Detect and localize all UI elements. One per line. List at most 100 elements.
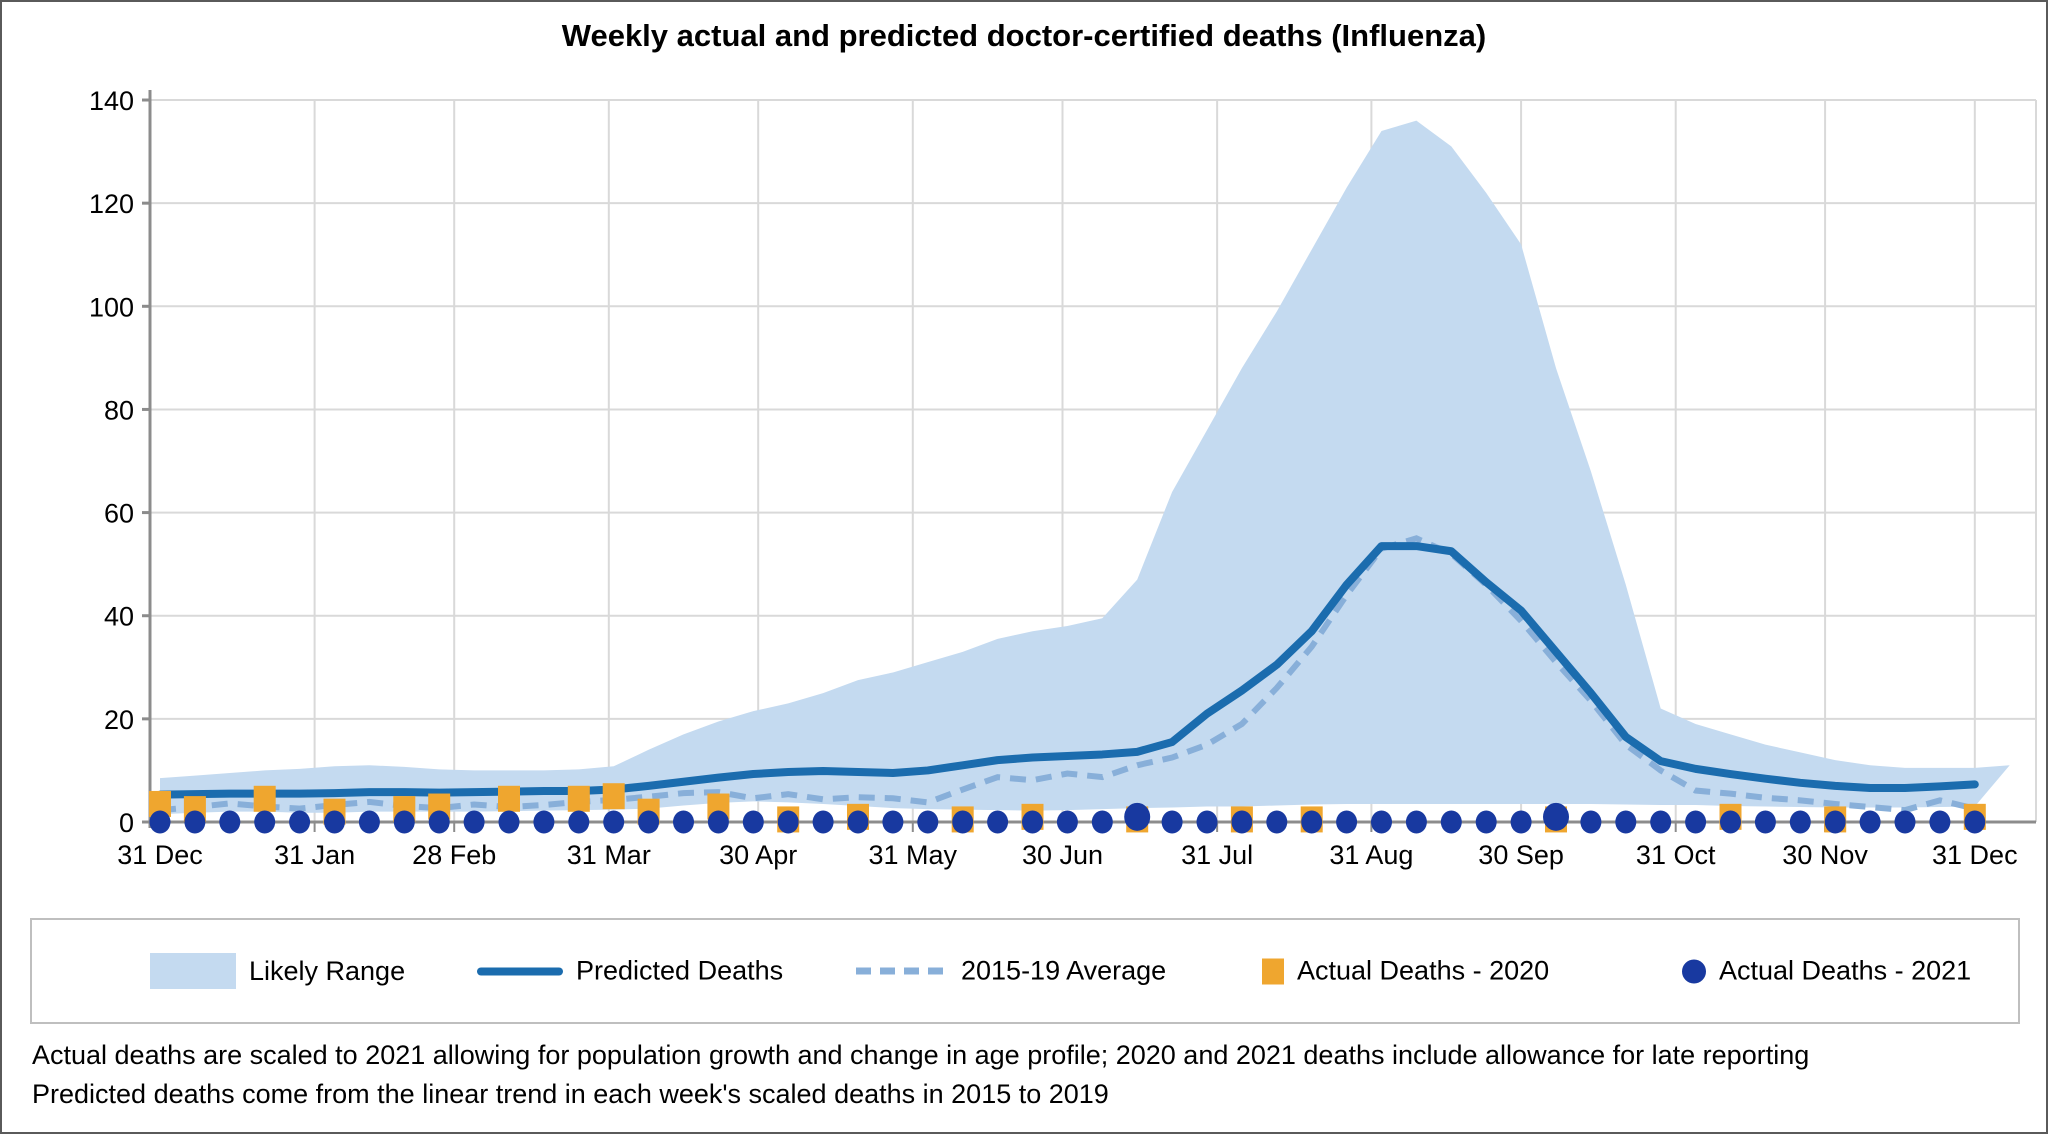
- actual-2021-point: [1231, 810, 1253, 834]
- legend-label: Actual Deaths - 2021: [1719, 955, 1972, 986]
- actual-2021-point: [1929, 810, 1951, 834]
- actual-2021-point: [1754, 810, 1776, 834]
- actual-2021-point: [987, 810, 1009, 834]
- actual-2021-point: [707, 810, 729, 834]
- actual-2021-point: [1091, 810, 1113, 834]
- actual-2020-point: [498, 785, 520, 812]
- x-tick-label: 31 Dec: [1932, 840, 2018, 870]
- actual-2021-point: [1964, 810, 1986, 834]
- y-tick-label: 60: [104, 499, 134, 529]
- actual-2021-point: [463, 810, 485, 834]
- actual-2020-square-swatch-icon: [1262, 958, 1284, 984]
- legend-label: Predicted Deaths: [576, 955, 784, 986]
- actual-2021-point: [1440, 810, 1462, 834]
- average-2015-19-line: [159, 535, 1976, 814]
- actual-2021-point: [393, 810, 415, 834]
- actual-2021-point: [1056, 810, 1078, 834]
- actual-2021-point: [1266, 810, 1288, 834]
- x-tick-label: 31 Aug: [1329, 840, 1413, 870]
- actual-2021-point: [1371, 810, 1392, 834]
- actual-2020-point: [567, 785, 590, 812]
- actual-2021-point: [568, 810, 590, 834]
- x-tick-label: 31 Mar: [567, 840, 651, 870]
- actual-2021-point: [1161, 810, 1183, 834]
- actual-2021-point: [324, 810, 345, 834]
- y-tick-label: 140: [89, 86, 134, 116]
- x-tick-label: 31 May: [869, 840, 958, 870]
- likely-range-swatch-icon: [150, 953, 236, 989]
- x-tick-label: 30 Apr: [719, 840, 797, 870]
- actual-2021-point: [812, 810, 834, 834]
- actual-2020-point: [149, 790, 171, 817]
- actual-2021-point: [533, 810, 555, 834]
- actual-2021-point: [603, 810, 625, 834]
- actual-2021-point: [1685, 810, 1707, 834]
- legend-label: Actual Deaths - 2020: [1297, 955, 1550, 986]
- actual-2021-point: [1824, 810, 1846, 834]
- x-tick-label: 31 Oct: [1636, 840, 1716, 870]
- actual-2021-point: [1510, 810, 1532, 834]
- legend-item-likely-range: Likely Range: [150, 953, 405, 989]
- actual-2021-point: [917, 810, 939, 834]
- actual-2021-point: [219, 810, 241, 834]
- average-dashed-swatch-icon: [856, 967, 948, 975]
- actual-2021-point: [1301, 810, 1323, 834]
- actual-2021-point: [1720, 810, 1741, 834]
- actual-2021-point: [1336, 810, 1358, 834]
- actual-2021-point: [1789, 810, 1811, 834]
- chart-title: Weekly actual and predicted doctor-certi…: [561, 18, 1487, 53]
- actual-2021-point: [882, 810, 904, 834]
- footnotes: Actual deaths are scaled to 2021 allowin…: [32, 1036, 1809, 1114]
- actual-2021-point: [1543, 802, 1569, 831]
- x-tick-label: 31 Jul: [1181, 840, 1253, 870]
- x-tick-label: 31 Jan: [274, 840, 355, 870]
- x-tick-label: 28 Feb: [412, 840, 496, 870]
- likely-range-band: [160, 120, 2010, 815]
- actual-2021-point: [358, 810, 380, 834]
- actual-2021-point: [673, 810, 694, 834]
- actual-2021-point: [1894, 810, 1916, 834]
- actual-2021-point: [952, 810, 974, 834]
- actual-2021-point: [847, 810, 869, 834]
- actual-2021-dot-swatch-icon: [1682, 959, 1706, 983]
- legend: Likely Range Predicted Deaths 2015-19 Av…: [30, 918, 2020, 1024]
- actual-2021-point: [1196, 810, 1218, 834]
- y-tick-label: 0: [119, 808, 134, 838]
- y-tick-label: 80: [104, 395, 134, 425]
- actual-2021-point: [184, 810, 206, 834]
- actual-2021-point: [1859, 810, 1881, 834]
- predicted-line-swatch-icon: [477, 967, 563, 975]
- actual-2021-point: [1405, 810, 1427, 834]
- x-tick-label: 31 Dec: [117, 840, 203, 870]
- actual-2021-point: [428, 810, 450, 834]
- y-tick-label: 100: [89, 292, 134, 322]
- actual-2021-point: [638, 810, 660, 834]
- x-tick-label: 30 Nov: [1782, 840, 1868, 870]
- legend-item-2015-19-average: 2015-19 Average: [856, 956, 1166, 987]
- legend-item-actual-2020: Actual Deaths - 2020: [1262, 956, 1549, 987]
- actual-2021-point: [777, 810, 799, 834]
- actual-2021-point: [289, 810, 311, 834]
- actual-2021-point: [1580, 810, 1602, 834]
- actual-2021-point: [1650, 810, 1672, 834]
- y-tick-label: 120: [89, 189, 134, 219]
- y-tick-label: 20: [104, 705, 134, 735]
- actual-2021-point: [498, 810, 520, 834]
- legend-label: 2015-19 Average: [961, 955, 1167, 986]
- actual-2021-point: [742, 810, 764, 834]
- actual-2021-point: [254, 810, 276, 834]
- actual-2021-point: [1615, 810, 1637, 834]
- legend-item-predicted-deaths: Predicted Deaths: [477, 956, 783, 987]
- actual-2021-point: [1475, 810, 1497, 834]
- x-tick-label: 30 Jun: [1022, 840, 1103, 870]
- actual-2020-point: [602, 783, 625, 810]
- actual-2021-point: [1124, 802, 1151, 831]
- legend-label: Likely Range: [249, 955, 406, 986]
- x-tick-label: 30 Sep: [1478, 840, 1564, 870]
- actual-2021-point: [1022, 810, 1043, 834]
- legend-item-actual-2021: Actual Deaths - 2021: [1682, 956, 1971, 987]
- actual-2021-point: [149, 810, 171, 834]
- footnote-line-1: Actual deaths are scaled to 2021 allowin…: [32, 1040, 1810, 1070]
